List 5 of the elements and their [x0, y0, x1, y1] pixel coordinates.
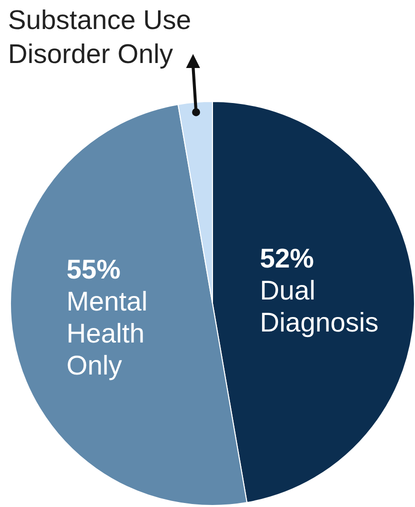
slice-label: Dual Diagnosis	[260, 275, 378, 338]
data-label: 55%	[66, 254, 121, 285]
slice-label: Mental Health Only	[66, 286, 148, 381]
slice-label: Substance Use Disorder Only	[8, 4, 192, 69]
data-label: 52%	[260, 243, 314, 274]
